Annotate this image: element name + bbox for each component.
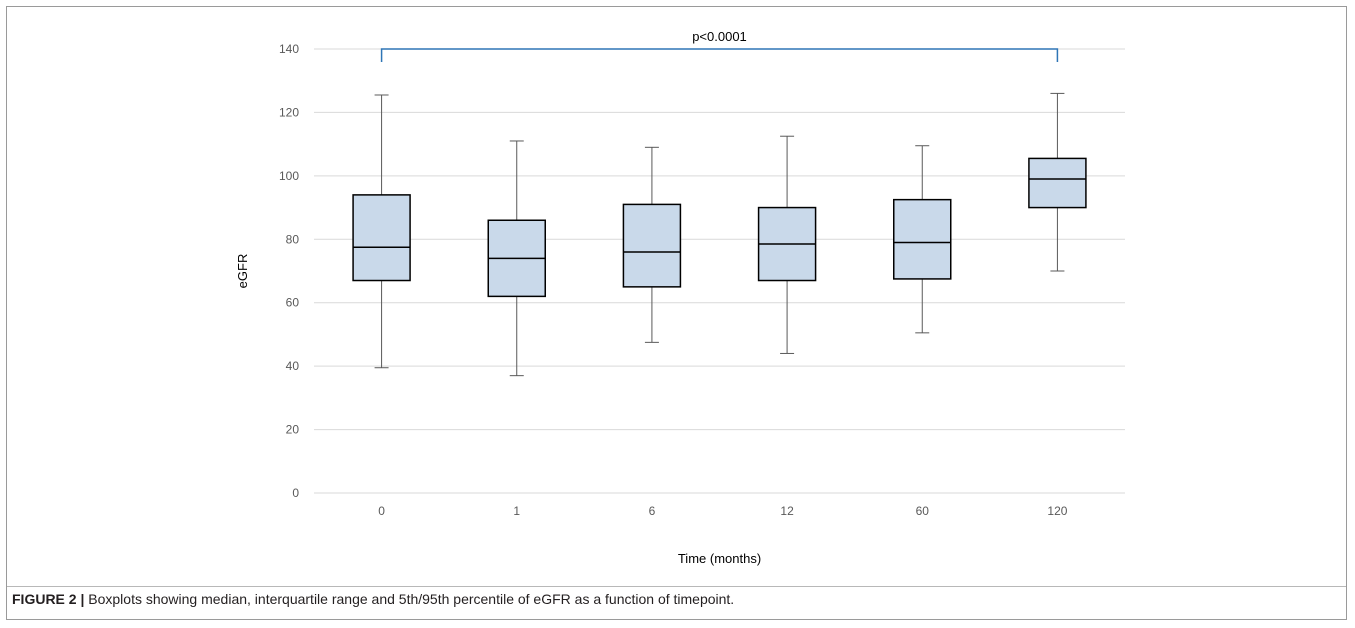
- figure-label: FIGURE 2 |: [12, 591, 85, 607]
- significance-annotation: p<0.0001: [380, 29, 1059, 62]
- y-tick-label-0: 0: [292, 486, 299, 500]
- gridlines: [314, 48, 1125, 494]
- x-tick-label-0: 0: [378, 504, 385, 518]
- iqr-box: [1028, 157, 1087, 209]
- y-tick-label-100: 100: [279, 169, 299, 183]
- iqr-box: [622, 203, 682, 288]
- y-tick-label-120: 120: [279, 105, 299, 119]
- x-tick-label-60: 60: [916, 504, 930, 518]
- figure-caption: FIGURE 2 | Boxplots showing median, inte…: [12, 591, 734, 607]
- y-axis-label: eGFR: [235, 254, 250, 289]
- x-tick-labels: 0 1 6 12 60 120: [378, 504, 1068, 518]
- boxplot-series: [352, 92, 1087, 377]
- box-60: [893, 145, 952, 334]
- boxplot-chart: 0 20 40 60 80 100 120 140 0 1 6 12 60 120 p<0.0001 e…: [235, 29, 1125, 566]
- iqr-box: [893, 198, 952, 280]
- significance-bracket: [380, 48, 1059, 62]
- box-12: [757, 135, 817, 354]
- figure-frame: 0 20 40 60 80 100 120 140 0 1 6 12 60 120 p<0.0001 e…: [6, 6, 1347, 620]
- x-tick-label-1: 1: [513, 504, 520, 518]
- box-6: [622, 146, 682, 343]
- y-tick-labels: 0 20 40 60 80 100 120 140: [279, 42, 299, 500]
- x-tick-label-120: 120: [1047, 504, 1067, 518]
- caption-divider: [7, 586, 1346, 587]
- box-1: [487, 140, 546, 377]
- box-120: [1028, 92, 1087, 272]
- y-tick-label-60: 60: [286, 296, 300, 310]
- p-value-label: p<0.0001: [692, 29, 747, 44]
- figure-caption-text: Boxplots showing median, interquartile r…: [84, 591, 735, 607]
- x-axis-label: Time (months): [678, 551, 761, 566]
- y-tick-label-140: 140: [279, 42, 299, 56]
- y-tick-label-20: 20: [286, 423, 300, 437]
- x-tick-label-12: 12: [780, 504, 794, 518]
- x-tick-label-6: 6: [649, 504, 656, 518]
- y-tick-label-40: 40: [286, 359, 300, 373]
- iqr-box: [352, 194, 411, 282]
- box-0: [352, 94, 411, 369]
- y-tick-label-80: 80: [286, 232, 300, 246]
